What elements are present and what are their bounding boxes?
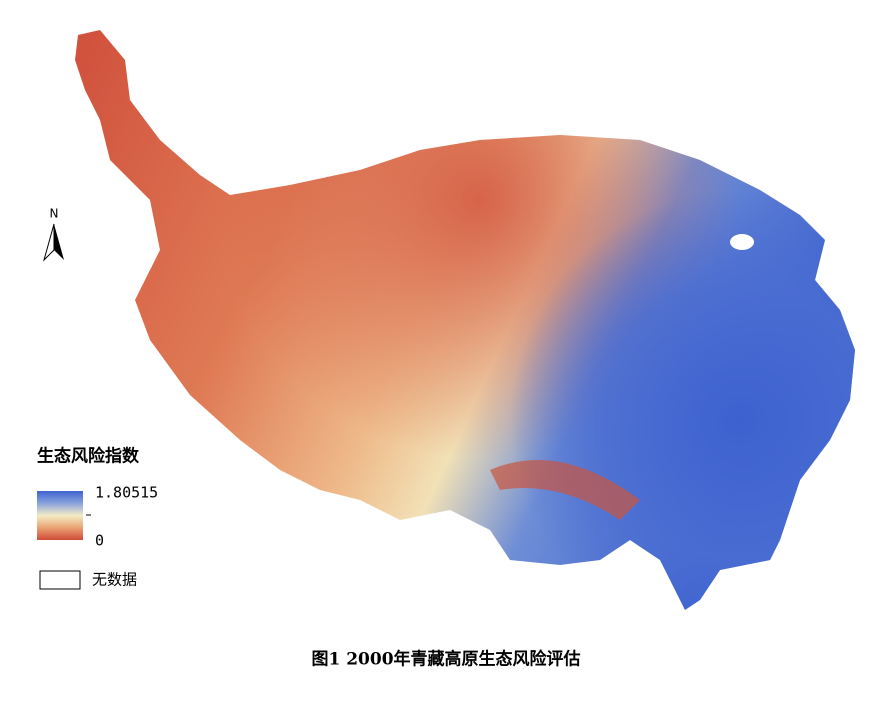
no-data-swatch: [39, 570, 81, 590]
caption: 图1 2000年青藏高原生态风险评估: [311, 649, 580, 670]
legend-min: 0: [95, 532, 104, 550]
north-label: N: [50, 207, 59, 221]
legend-max: 1.80515: [95, 484, 158, 502]
no-data-label: 无数据: [92, 571, 137, 589]
legend-ramp: [37, 491, 83, 540]
plateau-map: [75, 30, 855, 610]
north-arrow: N: [43, 207, 64, 262]
legend-title: 生态风险指数: [37, 446, 140, 467]
